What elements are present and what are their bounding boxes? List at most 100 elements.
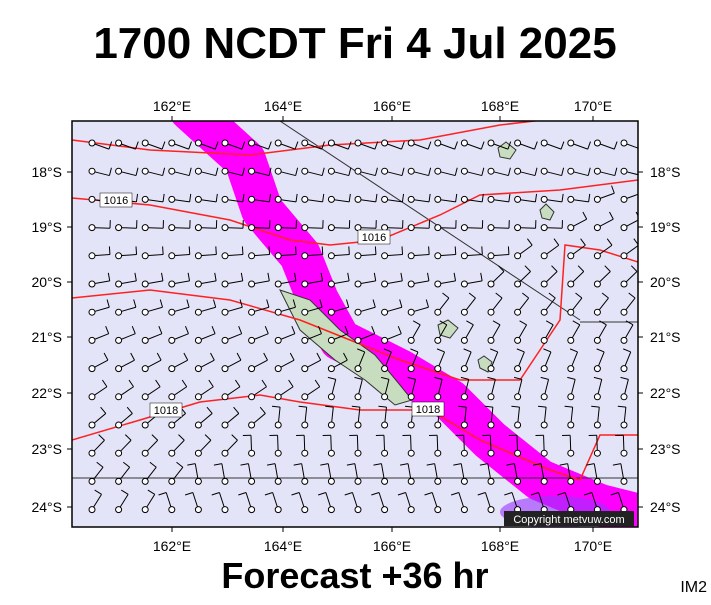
lon-label: 170°E xyxy=(574,98,612,114)
barb-station xyxy=(355,309,361,315)
barb-station xyxy=(435,422,441,428)
barb-station xyxy=(195,450,201,456)
barb-station xyxy=(408,196,414,202)
barb-station xyxy=(275,337,281,343)
barb-station xyxy=(142,253,148,259)
barb-station xyxy=(541,253,547,259)
lon-label: 166°E xyxy=(373,538,411,554)
barb-station xyxy=(169,422,175,428)
barb-feather xyxy=(375,246,376,254)
barb-station xyxy=(249,450,255,456)
barb-station xyxy=(116,366,122,372)
barb-station xyxy=(302,366,308,372)
barb-station xyxy=(169,478,175,484)
barb-station xyxy=(142,337,148,343)
barb-station xyxy=(621,337,627,343)
barb-station xyxy=(382,225,388,231)
barb-station xyxy=(169,507,175,513)
barb-station xyxy=(195,478,201,484)
barb-feather xyxy=(296,246,297,254)
barb-station xyxy=(541,450,547,456)
barb-station xyxy=(541,366,547,372)
barb-station xyxy=(116,478,122,484)
barb-station xyxy=(89,140,95,146)
barb-station xyxy=(568,253,574,259)
barb-station xyxy=(594,366,600,372)
barb-station xyxy=(195,168,201,174)
barb-station xyxy=(222,366,228,372)
barb-station xyxy=(382,196,388,202)
barb-station xyxy=(89,478,95,484)
barb-station xyxy=(302,507,308,513)
barb-station xyxy=(355,337,361,343)
barb-station xyxy=(568,281,574,287)
barb-station xyxy=(116,140,122,146)
barb-station xyxy=(116,281,122,287)
barb-station xyxy=(275,450,281,456)
barb-station xyxy=(249,507,255,513)
barb-station xyxy=(621,366,627,372)
barb-station xyxy=(195,140,201,146)
barb-station xyxy=(89,196,95,202)
lat-label: 22°S xyxy=(31,385,62,401)
barb-station xyxy=(89,366,95,372)
barb-station xyxy=(382,422,388,428)
barb-station xyxy=(515,196,521,202)
barb-station xyxy=(541,140,547,146)
barb-station xyxy=(355,253,361,259)
barb-station xyxy=(169,225,175,231)
barb-station xyxy=(222,422,228,428)
barb-station xyxy=(435,309,441,315)
barb-feather xyxy=(136,246,137,254)
barb-station xyxy=(382,507,388,513)
barb-station xyxy=(515,450,521,456)
barb-station xyxy=(169,253,175,259)
barb-station xyxy=(541,337,547,343)
barb-station xyxy=(275,253,281,259)
barb-station xyxy=(328,140,334,146)
barb-station xyxy=(302,281,308,287)
lat-label: 23°S xyxy=(31,441,62,457)
isobar-label: 1018 xyxy=(416,404,440,416)
barb-station xyxy=(461,422,467,428)
barb-station xyxy=(488,196,494,202)
barb-station xyxy=(355,507,361,513)
barb-station xyxy=(621,225,627,231)
barb-station xyxy=(142,168,148,174)
lat-label: 18°S xyxy=(31,164,62,180)
barb-station xyxy=(488,225,494,231)
barb-station xyxy=(275,422,281,428)
barb-station xyxy=(302,337,308,343)
barb-station xyxy=(594,422,600,428)
barb-station xyxy=(488,140,494,146)
barb-station xyxy=(515,168,521,174)
barb-station xyxy=(541,309,547,315)
barb-station xyxy=(382,337,388,343)
barb-station xyxy=(222,478,228,484)
lat-label: 19°S xyxy=(31,219,62,235)
barb-feather xyxy=(242,246,243,254)
barb-station xyxy=(328,478,334,484)
barb-station xyxy=(302,253,308,259)
barb-station xyxy=(541,478,547,484)
barb-station xyxy=(249,253,255,259)
barb-station xyxy=(568,140,574,146)
barb-station xyxy=(515,394,521,400)
barb-station xyxy=(169,337,175,343)
barb-station xyxy=(461,140,467,146)
barb-feather xyxy=(216,246,217,254)
barb-station xyxy=(169,366,175,372)
barb-station xyxy=(541,196,547,202)
barb-station xyxy=(488,422,494,428)
barb-station xyxy=(461,450,467,456)
barb-station xyxy=(621,168,627,174)
barb-station xyxy=(302,394,308,400)
barb-station xyxy=(461,337,467,343)
barb-station xyxy=(541,394,547,400)
barb-station xyxy=(249,281,255,287)
barb-station xyxy=(382,450,388,456)
barb-station xyxy=(435,168,441,174)
barb-station xyxy=(382,309,388,315)
lon-label: 164°E xyxy=(264,538,302,554)
barb-station xyxy=(249,309,255,315)
